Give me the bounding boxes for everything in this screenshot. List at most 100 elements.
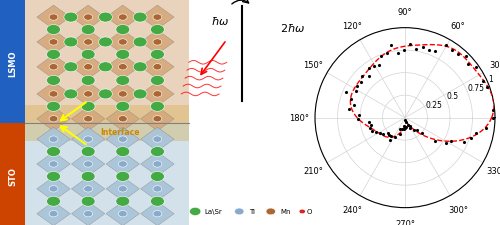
Polygon shape xyxy=(72,128,105,151)
Circle shape xyxy=(98,13,112,23)
Polygon shape xyxy=(72,177,105,201)
Polygon shape xyxy=(140,202,174,225)
Circle shape xyxy=(81,76,95,86)
Circle shape xyxy=(98,63,112,72)
Polygon shape xyxy=(72,6,105,30)
Circle shape xyxy=(84,186,92,192)
Polygon shape xyxy=(140,31,174,55)
Polygon shape xyxy=(37,83,70,106)
Circle shape xyxy=(49,91,58,98)
Polygon shape xyxy=(37,152,70,176)
Circle shape xyxy=(150,196,164,206)
Circle shape xyxy=(133,90,147,99)
Text: LSMO: LSMO xyxy=(8,50,17,76)
Circle shape xyxy=(118,15,127,21)
Circle shape xyxy=(150,172,164,182)
Circle shape xyxy=(118,161,127,167)
Circle shape xyxy=(234,208,244,215)
Circle shape xyxy=(153,186,162,192)
Circle shape xyxy=(116,102,130,112)
Circle shape xyxy=(118,91,127,98)
Text: Ti: Ti xyxy=(248,209,254,214)
Circle shape xyxy=(64,90,78,99)
Text: STO: STO xyxy=(8,166,17,185)
Circle shape xyxy=(150,50,164,60)
Polygon shape xyxy=(72,202,105,225)
Circle shape xyxy=(150,25,164,35)
Polygon shape xyxy=(106,31,140,55)
Circle shape xyxy=(46,172,60,182)
Circle shape xyxy=(46,50,60,60)
Circle shape xyxy=(299,209,306,214)
Circle shape xyxy=(118,136,127,143)
Circle shape xyxy=(49,64,58,71)
Circle shape xyxy=(46,196,60,206)
Circle shape xyxy=(133,63,147,72)
Circle shape xyxy=(81,172,95,182)
Circle shape xyxy=(153,40,162,46)
Polygon shape xyxy=(72,107,105,131)
Circle shape xyxy=(153,211,162,217)
Circle shape xyxy=(49,186,58,192)
Circle shape xyxy=(118,186,127,192)
Polygon shape xyxy=(37,107,70,131)
FancyBboxPatch shape xyxy=(25,124,189,225)
Polygon shape xyxy=(106,83,140,106)
Polygon shape xyxy=(72,83,105,106)
Text: La\Sr: La\Sr xyxy=(204,209,222,214)
Circle shape xyxy=(84,136,92,143)
Polygon shape xyxy=(37,128,70,151)
FancyBboxPatch shape xyxy=(0,0,25,124)
Circle shape xyxy=(81,102,95,112)
Circle shape xyxy=(84,116,92,122)
Circle shape xyxy=(153,91,162,98)
Polygon shape xyxy=(72,56,105,79)
Circle shape xyxy=(49,40,58,46)
Polygon shape xyxy=(106,152,140,176)
Polygon shape xyxy=(106,56,140,79)
Circle shape xyxy=(84,161,92,167)
Circle shape xyxy=(81,50,95,60)
Circle shape xyxy=(64,13,78,23)
Text: O: O xyxy=(307,209,312,214)
Polygon shape xyxy=(37,6,70,30)
Polygon shape xyxy=(106,6,140,30)
Circle shape xyxy=(116,196,130,206)
Circle shape xyxy=(118,116,127,122)
Circle shape xyxy=(116,172,130,182)
Circle shape xyxy=(46,102,60,112)
Circle shape xyxy=(133,13,147,23)
Polygon shape xyxy=(106,202,140,225)
Polygon shape xyxy=(37,31,70,55)
Circle shape xyxy=(116,25,130,35)
Polygon shape xyxy=(140,128,174,151)
Circle shape xyxy=(64,63,78,72)
Circle shape xyxy=(118,211,127,217)
Polygon shape xyxy=(140,107,174,131)
Circle shape xyxy=(46,147,60,157)
Circle shape xyxy=(49,136,58,143)
Circle shape xyxy=(84,91,92,98)
Circle shape xyxy=(150,102,164,112)
Circle shape xyxy=(190,207,201,216)
Circle shape xyxy=(153,136,162,143)
Polygon shape xyxy=(37,202,70,225)
Circle shape xyxy=(84,211,92,217)
Circle shape xyxy=(98,90,112,99)
Polygon shape xyxy=(140,152,174,176)
Circle shape xyxy=(49,161,58,167)
Polygon shape xyxy=(72,31,105,55)
Circle shape xyxy=(153,15,162,21)
Polygon shape xyxy=(106,107,140,131)
Circle shape xyxy=(150,76,164,86)
Polygon shape xyxy=(140,56,174,79)
Circle shape xyxy=(49,15,58,21)
Circle shape xyxy=(266,208,276,215)
Circle shape xyxy=(49,211,58,217)
Circle shape xyxy=(150,147,164,157)
Text: Mn: Mn xyxy=(280,209,290,214)
FancyBboxPatch shape xyxy=(25,0,189,124)
Polygon shape xyxy=(106,177,140,201)
Polygon shape xyxy=(37,177,70,201)
Circle shape xyxy=(84,40,92,46)
